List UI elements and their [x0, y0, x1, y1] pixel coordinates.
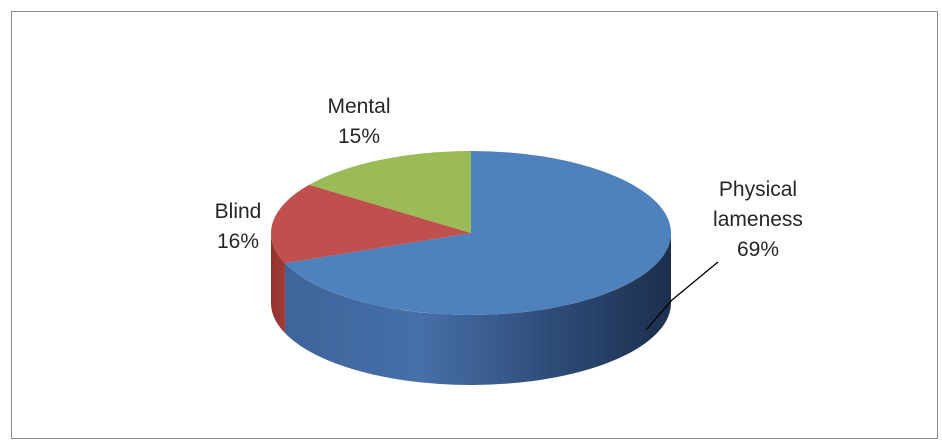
data-label-physical-lameness: Physical lameness 69%: [713, 178, 803, 261]
data-label-mental: Mental 15%: [327, 95, 390, 148]
leader-line-physical-lameness: [645, 261, 719, 331]
pie-side-blind: [271, 233, 286, 334]
pie-side-physical-lameness: [285, 233, 671, 385]
pie-slice-mental: [309, 151, 471, 233]
pie-slice-physical-lameness: [285, 151, 672, 315]
pie-slice-blind: [271, 184, 471, 264]
data-label-blind: Blind 16%: [215, 200, 262, 253]
